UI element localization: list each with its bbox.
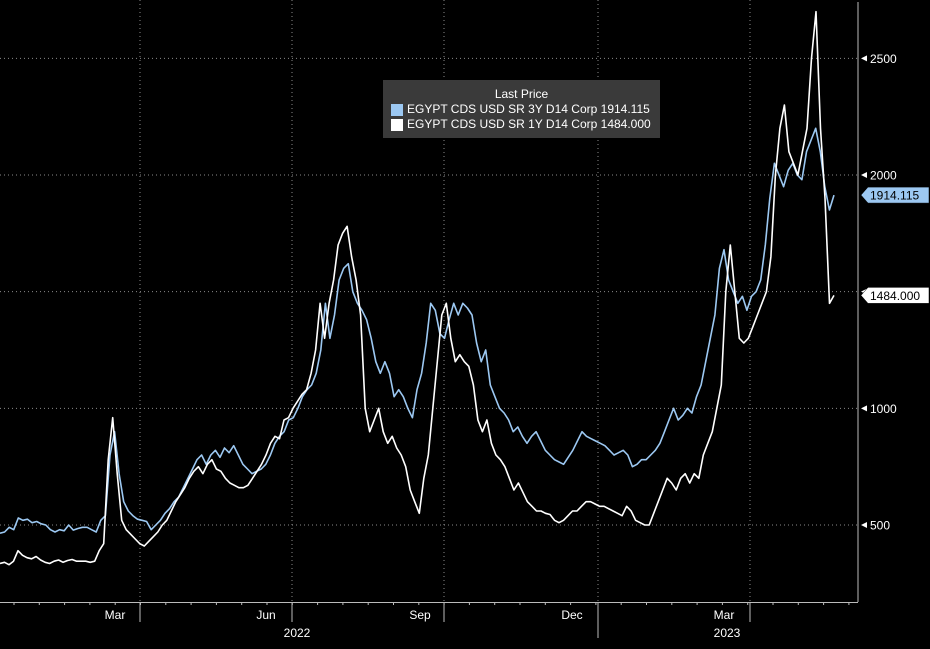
- series-3y-line: [0, 127, 835, 534]
- y-tick-marker: [861, 522, 867, 528]
- y-tick-label: 2500: [870, 52, 897, 66]
- series-lines: [0, 10, 835, 566]
- legend-title: Last Price: [494, 87, 549, 101]
- year-label: 2023: [714, 626, 741, 640]
- last-value-tag: [860, 287, 930, 304]
- legend-swatch-3y: [391, 103, 403, 116]
- y-tick-label: 500: [870, 519, 890, 533]
- x-tick-label: Mar: [105, 608, 126, 622]
- year-label: 2022: [284, 626, 311, 640]
- legend-entry-3y: EGYPT CDS USD SR 3Y D14 Corp 1914.115: [383, 102, 660, 117]
- y-tick-marker: [861, 172, 867, 178]
- y-tick-marker: [861, 405, 867, 412]
- legend-series-value: 1484.000: [600, 117, 651, 131]
- x-tick-label: Sep: [409, 608, 431, 622]
- y-tick-label: 2000: [870, 169, 897, 183]
- last-value-labels: 1914.115 1484.000: [860, 186, 930, 304]
- legend-series-name: EGYPT CDS USD SR 3Y D14 Corp: [407, 102, 598, 116]
- legend: Last Price EGYPT CDS USD SR 3Y D14 Corp …: [383, 80, 660, 138]
- last-value-tag: [860, 186, 930, 204]
- x-tick-label: Mar: [714, 608, 735, 622]
- x-tick-label: Dec: [561, 608, 582, 622]
- legend-series-value: 1914.115: [600, 102, 650, 116]
- last-value-label: 1914.115: [870, 189, 919, 203]
- legend-entry-1y: EGYPT CDS USD SR 1Y D14 Corp 1484.000: [383, 117, 660, 132]
- last-value-label: 1484.000: [870, 289, 920, 303]
- x-tick-label: Jun: [256, 608, 275, 622]
- y-tick-label: 1000: [870, 402, 897, 416]
- series-1y-line: [0, 10, 835, 566]
- legend-series-name: EGYPT CDS USD SR 1Y D14 Corp: [407, 117, 598, 131]
- y-tick-marker: [861, 55, 867, 62]
- legend-swatch-1y: [391, 118, 403, 131]
